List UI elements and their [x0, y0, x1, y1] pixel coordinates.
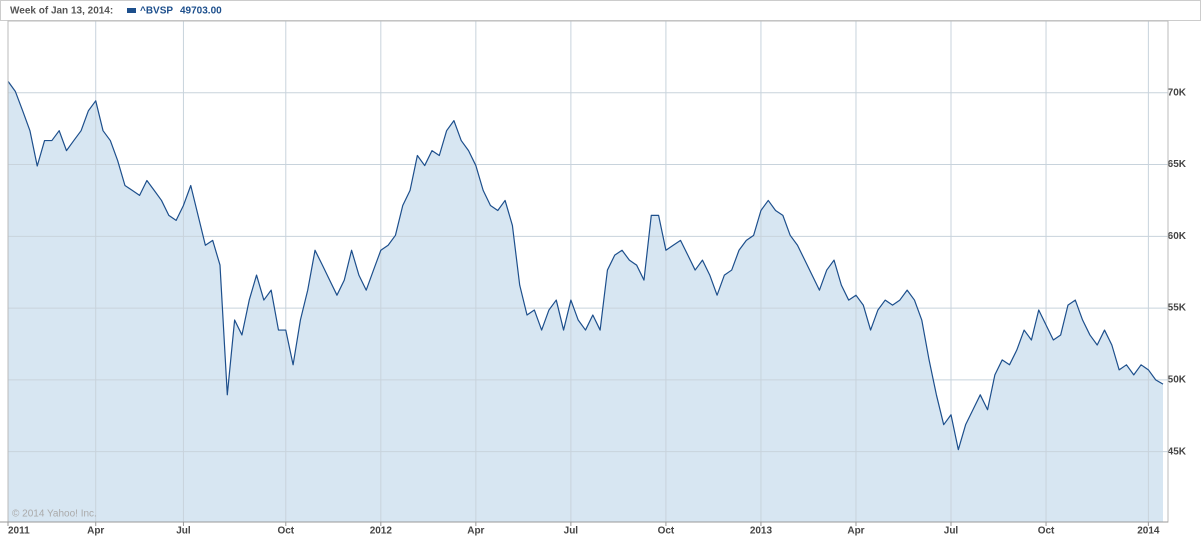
legend-value: 49703.00 — [180, 6, 222, 17]
x-tick-label: Oct — [277, 526, 294, 537]
x-tick-label: Jul — [176, 526, 191, 537]
x-tick-label: Oct — [658, 526, 675, 537]
y-tick-label: 70K — [1168, 87, 1187, 98]
y-tick-label: 65K — [1168, 159, 1187, 170]
x-tick-label: Jul — [944, 526, 959, 537]
plot: 45K 50K 55K 60K 65K 70K 2011 Apr Jul Oct 2012 Apr Ju… — [0, 20, 1187, 537]
x-tick-label: 2014 — [1137, 526, 1160, 537]
y-tick-label: 55K — [1168, 303, 1187, 314]
header-date: Week of Jan 13, 2014: — [10, 6, 113, 17]
y-tick-label: 60K — [1168, 231, 1187, 242]
area — [8, 81, 1163, 522]
legend-swatch — [127, 8, 136, 13]
credit: © 2014 Yahoo! Inc. — [12, 509, 97, 520]
price-line — [7, 80, 1164, 451]
x-tick-label: Apr — [847, 526, 864, 537]
x-tick-label: 2013 — [750, 526, 773, 537]
legend-name: ^BVSP — [140, 6, 173, 17]
y-tick-label: 50K — [1168, 375, 1187, 386]
x-tick-label: 2011 — [8, 526, 30, 537]
x-tick-label: Jul — [564, 526, 579, 537]
x-tick-label: Apr — [467, 526, 484, 537]
x-tick-label: 2012 — [370, 526, 393, 537]
x-tick-label: Oct — [1038, 526, 1055, 537]
y-tick-label: 45K — [1168, 446, 1187, 457]
x-tick-label: Apr — [87, 526, 104, 537]
